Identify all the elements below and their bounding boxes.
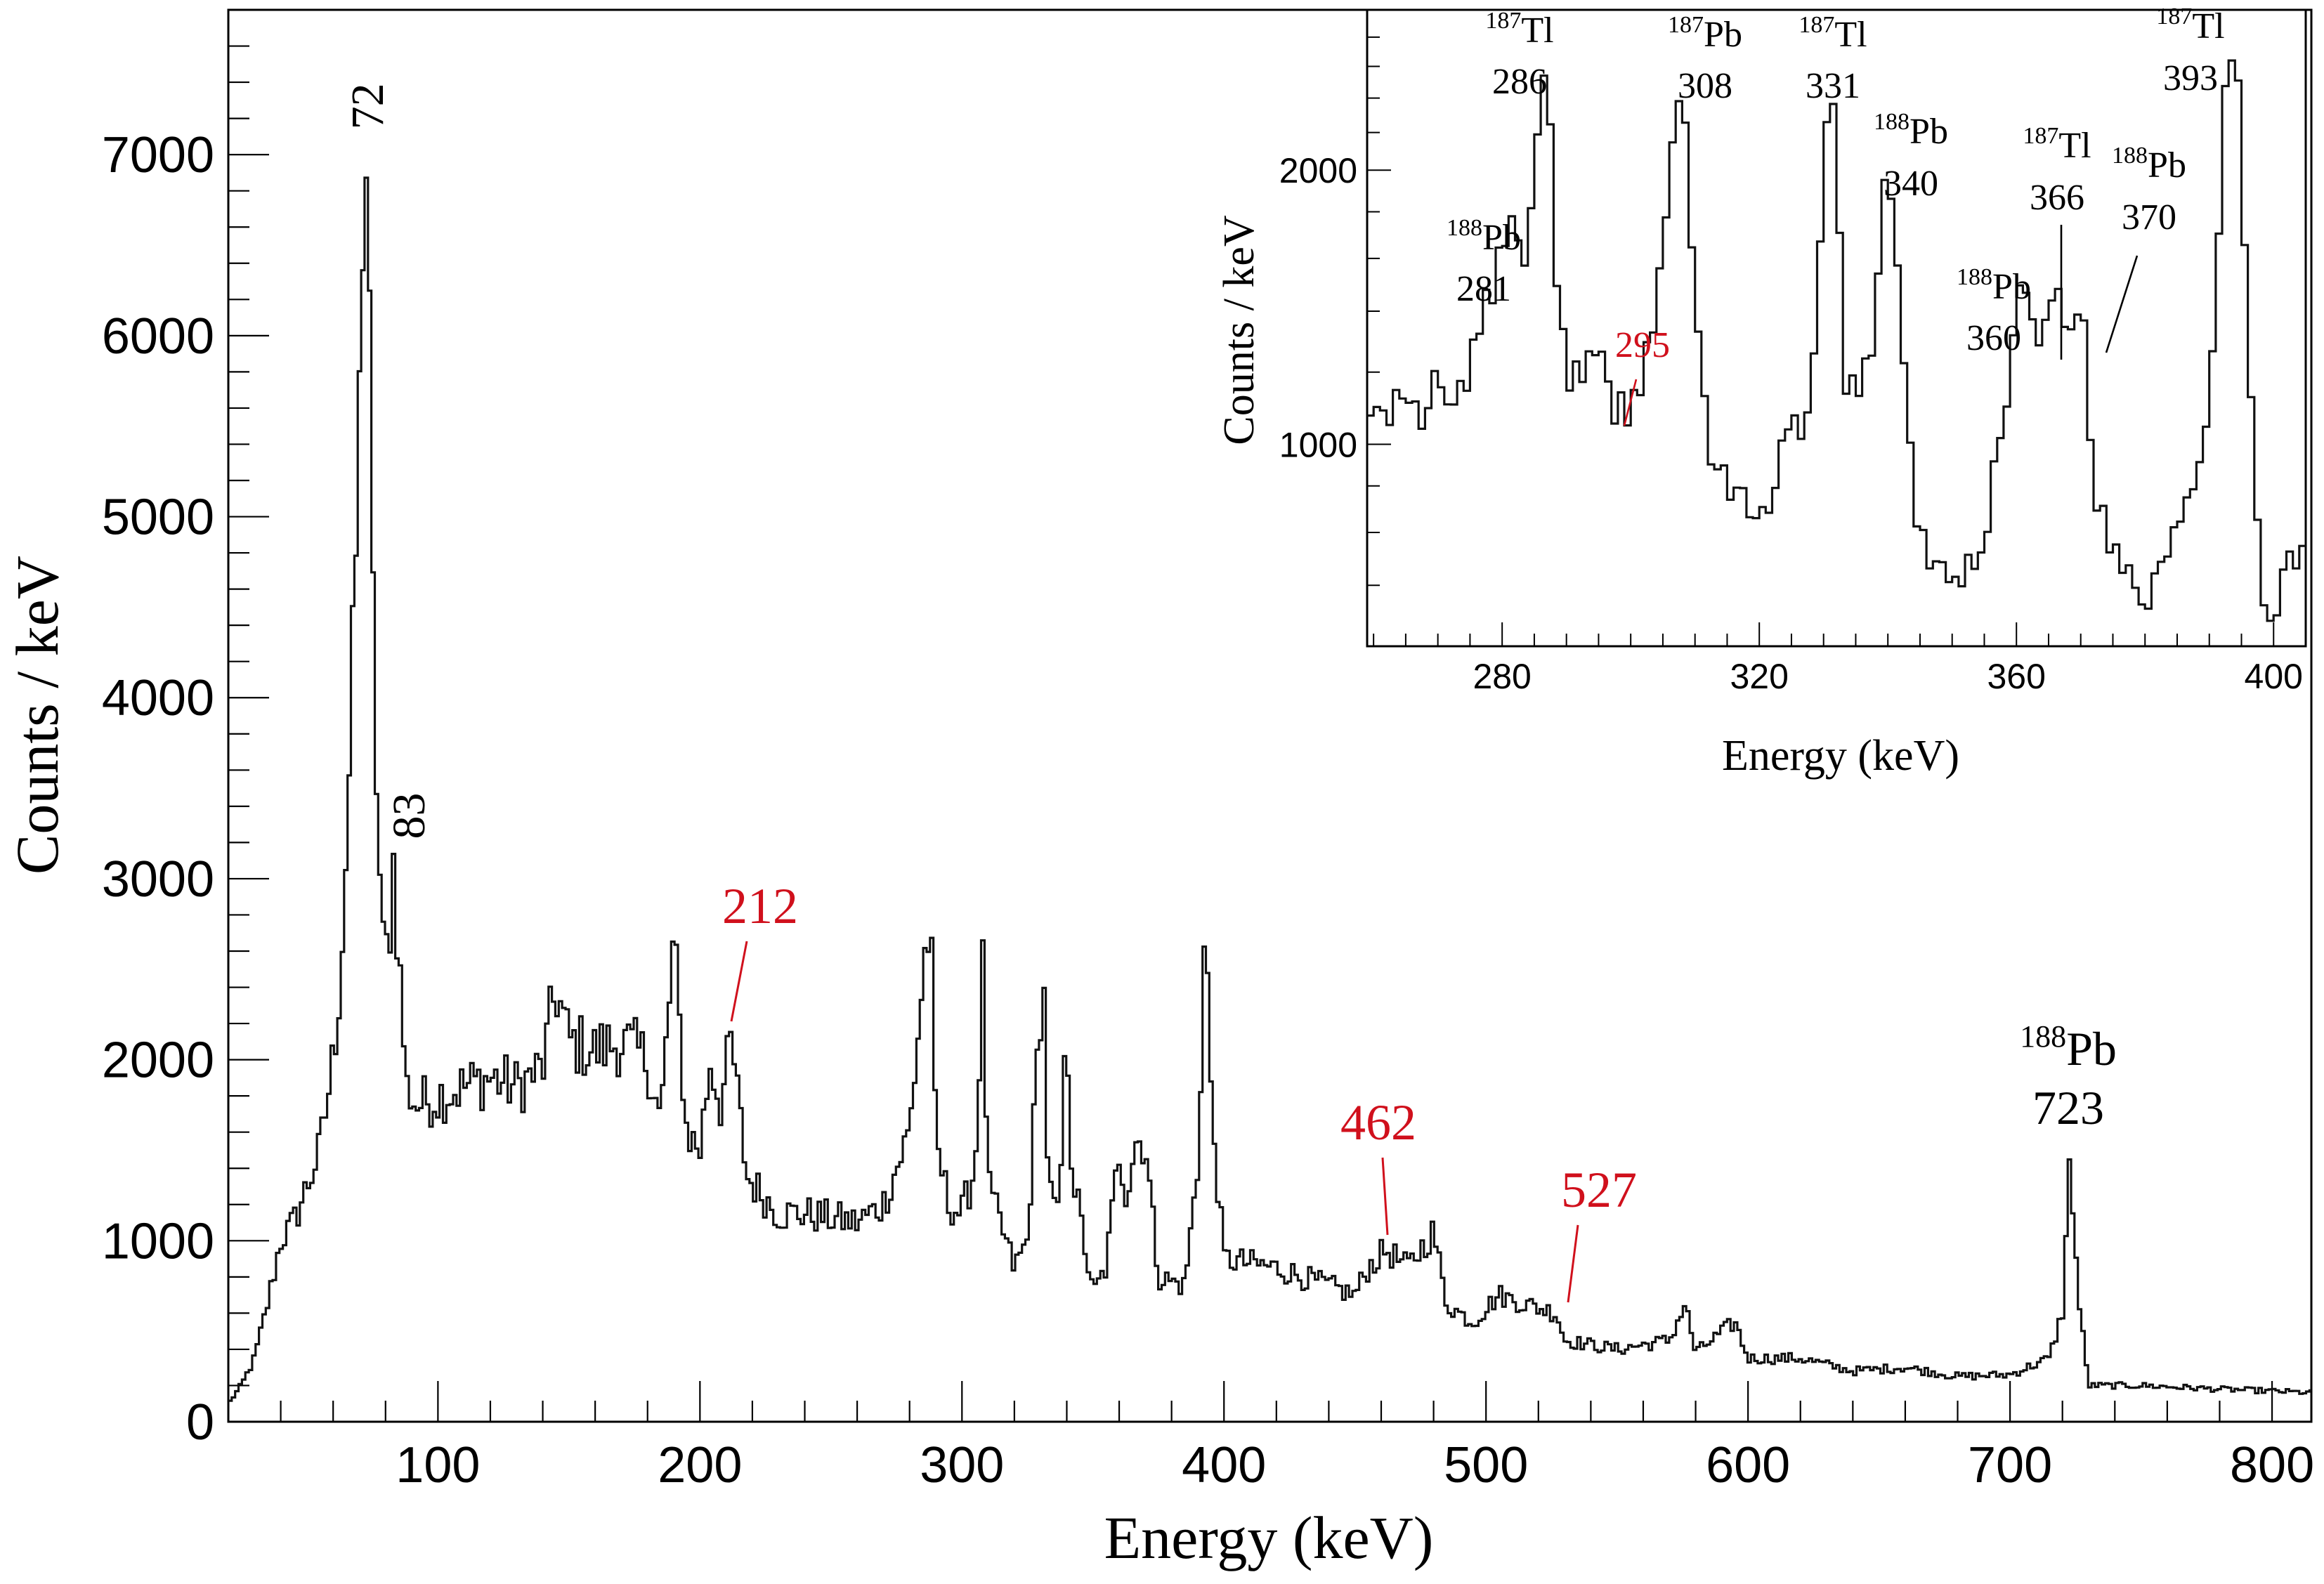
main-x-tick-label: 800 bbox=[2230, 1437, 2314, 1493]
main-y-tick-label: 5000 bbox=[102, 490, 214, 546]
main-x-tick-label: 100 bbox=[396, 1437, 480, 1493]
inset-x-tick-label: 400 bbox=[2245, 657, 2303, 696]
inset-spectrum-line bbox=[1367, 59, 2306, 622]
nucleus-element: Tl bbox=[1834, 15, 1867, 55]
peak-label-212: 212 bbox=[722, 878, 798, 934]
peak-label-527: 527 bbox=[1561, 1162, 1637, 1218]
main-y-tick-label: 3000 bbox=[102, 851, 214, 908]
main-y-tick-label: 0 bbox=[186, 1394, 214, 1451]
peak-label-723-nucleus: 188Pb bbox=[2020, 1019, 2117, 1075]
main-spectrum-line bbox=[228, 176, 2311, 1402]
main-y-tick-label: 6000 bbox=[102, 308, 214, 365]
nucleus-element: Tl bbox=[2058, 126, 2091, 166]
nucleus-mass: 188 bbox=[1957, 264, 1992, 290]
inset-x-tick-label: 280 bbox=[1473, 657, 1531, 696]
peak-label-212-leader bbox=[730, 941, 748, 1022]
peak-label-72: 72 bbox=[342, 83, 393, 129]
inset-peak-label-295-leader bbox=[1623, 379, 1638, 426]
inset-y-tick-label: 2000 bbox=[1279, 151, 1357, 190]
nucleus-mass: 187 bbox=[1799, 12, 1834, 38]
main-x-axis-label: Energy (keV) bbox=[1104, 1504, 1434, 1571]
inset-y-axis-label: Counts / keV bbox=[1215, 215, 1263, 445]
nucleus-mass: 187 bbox=[2023, 123, 2058, 149]
nucleus-mass: 188 bbox=[2020, 1019, 2066, 1054]
peak-label-462: 462 bbox=[1340, 1094, 1416, 1151]
inset-peak-label-281: 281 bbox=[1456, 269, 1511, 309]
main-x-tick-label: 600 bbox=[1706, 1437, 1790, 1493]
nucleus-element: Pb bbox=[1992, 267, 2031, 307]
nucleus-element: Pb bbox=[2148, 145, 2186, 185]
main-x-tick-label: 500 bbox=[1444, 1437, 1528, 1493]
nucleus-element: Pb bbox=[1910, 112, 1948, 152]
inset-axis-tick-labels: 280 320 360 400 1000 2000 bbox=[1279, 151, 2303, 696]
main-y-tick-label: 7000 bbox=[102, 127, 214, 183]
inset-peak-label-340: 340 bbox=[1884, 164, 1938, 204]
nucleus-element: Tl bbox=[1521, 11, 1553, 51]
nucleus-mass: 187 bbox=[2156, 4, 2192, 30]
main-axis-ticks bbox=[227, 8, 2273, 1423]
main-y-tick-label: 4000 bbox=[102, 670, 214, 726]
nucleus-element: Pb bbox=[1482, 218, 1521, 258]
nucleus-mass: 188 bbox=[2112, 143, 2148, 169]
peak-label-723: 723 bbox=[2032, 1081, 2104, 1134]
inset-axis-ticks bbox=[1367, 9, 2306, 646]
nucleus-mass: 188 bbox=[1447, 215, 1482, 241]
nucleus-mass: 187 bbox=[1485, 8, 1521, 34]
inset-nucleus-366: 187Tl bbox=[2023, 123, 2091, 166]
main-plot: 100 200 300 400 500 600 700 800 0 1000 2000 3000 400… bbox=[4, 8, 2314, 1571]
main-x-tick-label: 400 bbox=[1182, 1437, 1266, 1493]
inset-leader-370 bbox=[2105, 255, 2139, 353]
inset-nucleus-331: 187Tl bbox=[1799, 12, 1867, 55]
main-y-tick-label: 1000 bbox=[102, 1213, 214, 1269]
inset-nucleus-286: 187Tl bbox=[1485, 8, 1553, 51]
main-x-tick-label: 200 bbox=[658, 1437, 742, 1493]
inset-peak-label-370: 370 bbox=[2122, 197, 2176, 237]
inset-peak-label-286: 286 bbox=[1492, 62, 1547, 102]
nucleus-element: Pb bbox=[2066, 1022, 2117, 1075]
inset-peak-label-308: 308 bbox=[1678, 66, 1732, 106]
main-y-tick-label: 2000 bbox=[102, 1033, 214, 1089]
inset-peak-label-366: 366 bbox=[2030, 178, 2084, 218]
inset-peak-annotations: 188Pb281187Tl286295187Pb308187Tl331188Pb… bbox=[1447, 4, 2225, 426]
peak-label-83: 83 bbox=[384, 793, 435, 839]
main-x-tick-label: 300 bbox=[920, 1437, 1004, 1493]
inset-peak-label-331: 331 bbox=[1806, 66, 1860, 106]
nucleus-mass: 188 bbox=[1874, 109, 1910, 135]
inset-nucleus-393: 187Tl bbox=[2156, 4, 2224, 46]
nucleus-element: Tl bbox=[2192, 6, 2224, 46]
main-axis-tick-labels: 100 200 300 400 500 600 700 800 0 1000 2000 3000 400… bbox=[102, 127, 2314, 1493]
inset-nucleus-370: 188Pb bbox=[2112, 143, 2186, 185]
inset-peak-label-360: 360 bbox=[1966, 318, 2021, 358]
nucleus-element: Pb bbox=[1704, 15, 1742, 55]
inset-x-tick-label: 360 bbox=[1987, 657, 2046, 696]
main-plot-frame bbox=[227, 8, 2313, 1423]
main-y-axis-label: Counts / keV bbox=[4, 556, 71, 875]
inset-nucleus-360: 188Pb bbox=[1957, 264, 2031, 307]
peak-label-527-leader bbox=[1567, 1224, 1579, 1303]
inset-plot-frame bbox=[1366, 8, 2307, 648]
inset-x-tick-label: 320 bbox=[1730, 657, 1788, 696]
inset-nucleus-281: 188Pb bbox=[1447, 215, 1521, 258]
main-x-tick-label: 700 bbox=[1968, 1437, 2052, 1493]
inset-nucleus-308: 187Pb bbox=[1668, 12, 1742, 55]
inset-nucleus-340: 188Pb bbox=[1874, 109, 1948, 152]
inset-x-axis-label: Energy (keV) bbox=[1722, 732, 1959, 780]
nucleus-mass: 187 bbox=[1668, 12, 1704, 38]
inset-y-tick-label: 1000 bbox=[1279, 425, 1357, 464]
peak-label-462-leader bbox=[1381, 1157, 1389, 1236]
inset-peak-label-393: 393 bbox=[2163, 58, 2218, 98]
inset-peak-label-295: 295 bbox=[1615, 325, 1670, 365]
